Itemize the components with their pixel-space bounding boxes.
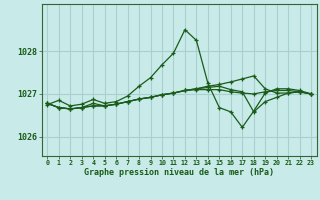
X-axis label: Graphe pression niveau de la mer (hPa): Graphe pression niveau de la mer (hPa) [84,168,274,177]
